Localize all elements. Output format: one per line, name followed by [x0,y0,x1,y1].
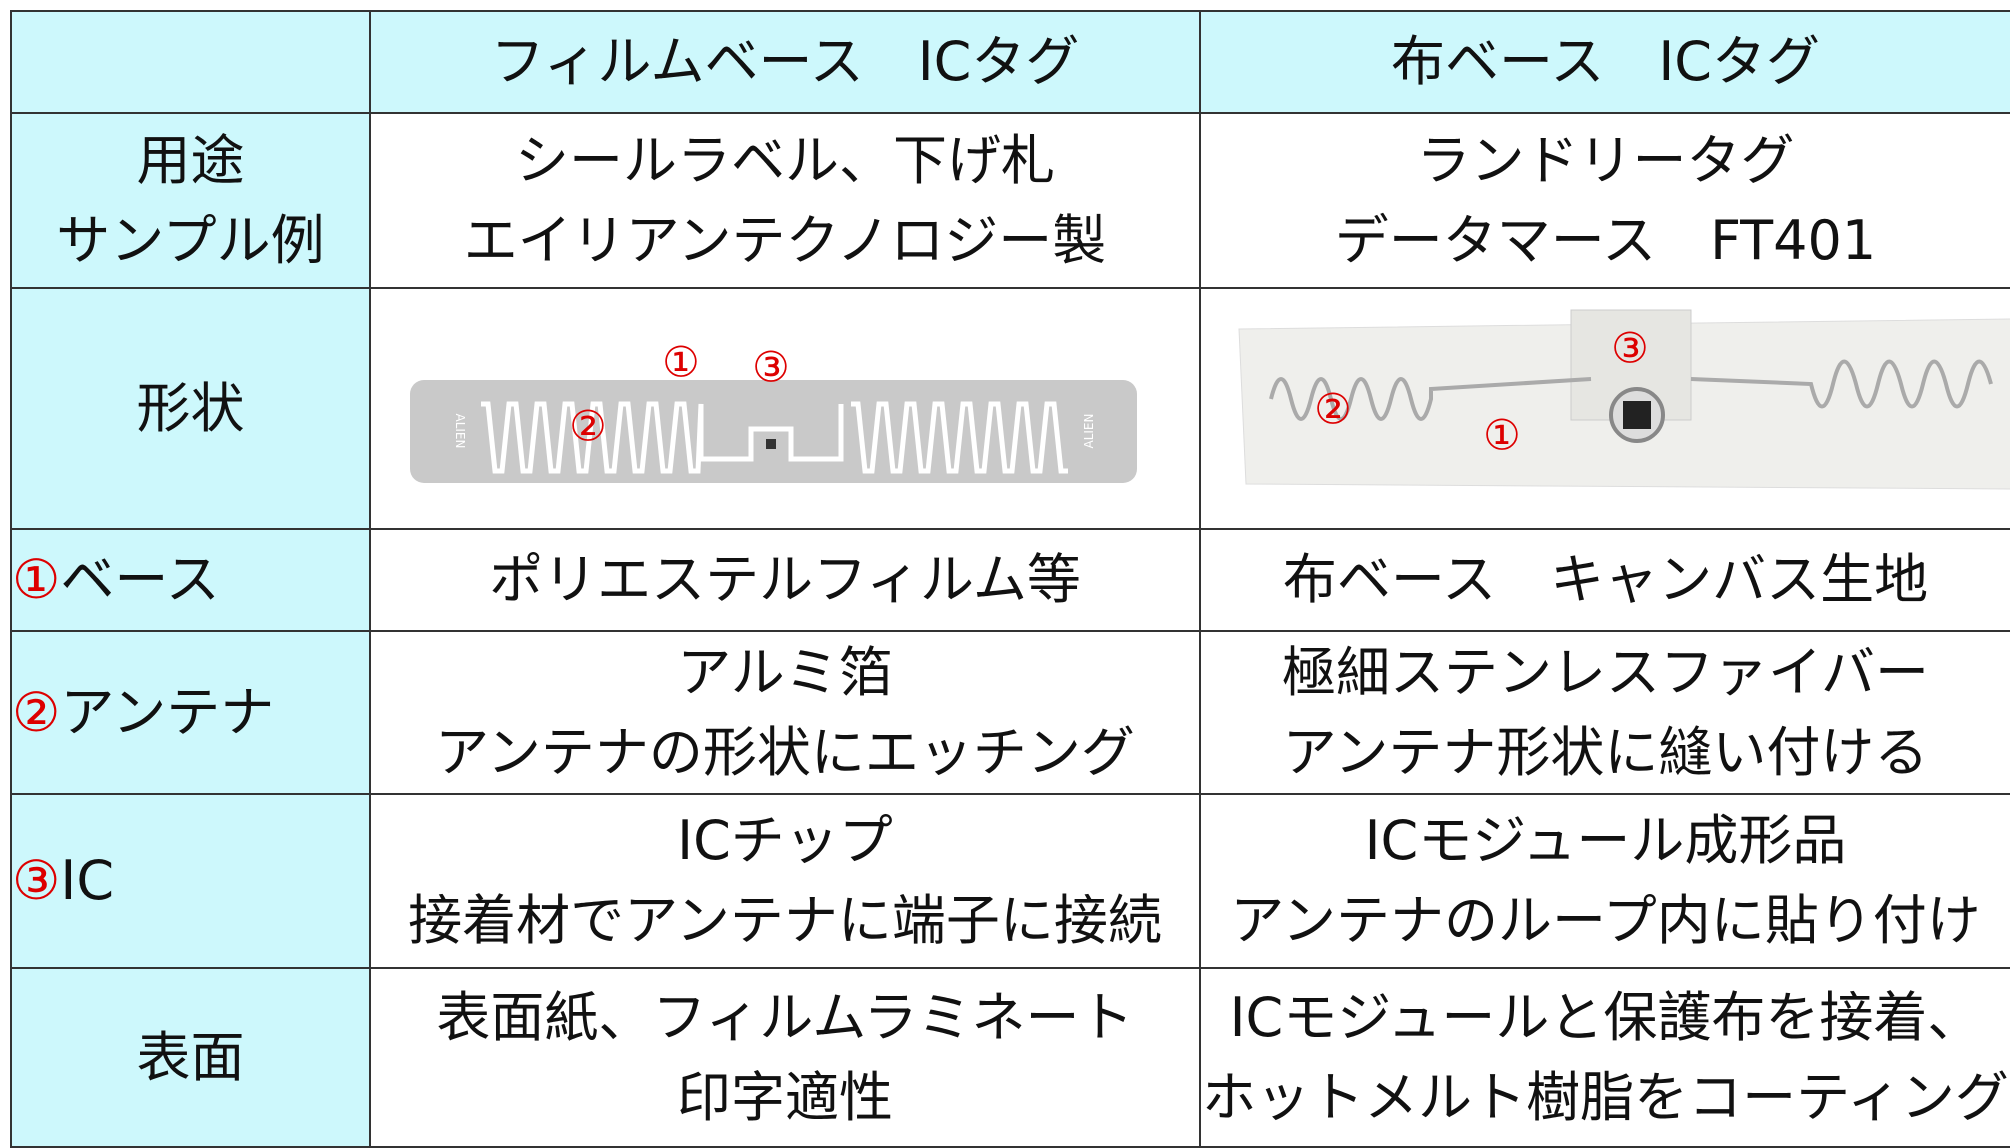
header-cell: 布ベース ICタグ [1199,10,2010,114]
header-row: フィルムベース ICタグ 布ベース ICタグ [10,10,2010,114]
brand-label: ALIEN [1082,414,1096,449]
text-line: 布ベース キャンバス生地 [1282,548,1929,611]
image-cell: ③ ② ① [1199,287,2010,530]
row-label: 表面 [10,967,371,1148]
circled-marker: ② [12,680,61,744]
comparison-table: フィルムベース ICタグ 布ベース ICタグ 用途 サンプル例 シールラベル、下げ札… [10,10,2010,1148]
text-line: アンテナ形状に縫い付ける [1282,720,1929,784]
row-label: ③IC [10,793,371,969]
circled-marker: ③ [12,849,61,912]
table-row: ③IC ICチップ 接着材でアンテナに端子に接続 ICモジュール成形品 アンテナのループ… [10,793,2010,969]
text-line: エイリアンテクノロジー製 [463,208,1107,272]
antenna-thread [1269,359,1993,421]
row-label: ①ベース [10,528,371,632]
row-label: ②アンテナ [10,630,371,795]
cell: 表面紙、フィルムラミネート 印字適性 [369,967,1201,1148]
brand-label: ALIEN [453,414,467,449]
image-cell: ALIEN ALIEN ① ③ ② [369,287,1201,530]
row-label: 形状 [10,287,371,530]
cell: ポリエステルフィルム等 [369,528,1201,632]
label-text: アンテナ [60,680,275,744]
text-line: ICモジュール成形品 [1364,809,1847,872]
cell: ICチップ接着材でアンテナに端子に接続 [369,793,1201,969]
table-row: 用途 サンプル例 シールラベル、下げ札 エイリアンテクノロジー製 ランドリータグ データマ… [10,112,2010,289]
text-line: ホットメルト樹脂をコーティング [1202,1065,2009,1129]
part-label: ③ [752,343,790,392]
text-line: シールラベル、下げ札 [515,128,1055,192]
label-text: IC [60,849,115,912]
table-row: 形状 ALIEN ALIEN ① ③ ② ③ ② ① [10,287,2010,530]
text-line: アンテナの形状にエッチング [435,720,1135,784]
text-line: 用途 [136,128,245,192]
table-body: フィルムベース ICタグ 布ベース ICタグ 用途 サンプル例 シールラベル、下げ札… [10,10,2010,1148]
ic-chip [766,439,776,449]
text-line: 形状 [136,376,245,440]
cell: 極細ステンレスファイバー アンテナ形状に縫い付ける [1199,630,2010,795]
antenna [481,401,1068,474]
text-line: ポリエステルフィルム等 [489,548,1081,611]
cell: ランドリータグデータマース FT401 [1199,112,2010,289]
part-label: ② [569,402,607,451]
text-line: ICチップ [677,809,893,872]
part-label: ① [1483,411,1521,460]
cell: ICモジュール成形品アンテナのループ内に貼り付け [1199,793,2010,969]
table-row: 表面 表面紙、フィルムラミネート 印字適性 ICモジュールと保護布を接着、 ホットメルト… [10,967,2010,1148]
text-line: アンテナのループ内に貼り付け [1230,889,1981,952]
part-label: ② [1314,385,1352,434]
text-line: 表面紙、フィルムラミネート [436,985,1134,1049]
part-label: ③ [1611,324,1649,373]
text-line: サンプル例 [56,208,325,272]
cell: シールラベル、下げ札 エイリアンテクノロジー製 [369,112,1201,289]
table-row: ①ベース ポリエステルフィルム等 布ベース キャンバス生地 [10,528,2010,632]
tag-image: ALIEN ALIEN ① ③ ② [410,338,1137,483]
text-line: 表面 [136,1025,245,1089]
text-line: ランドリータグ [1416,128,1795,192]
corner-cell [10,10,371,114]
header-cell: フィルムベース ICタグ [369,10,1201,114]
label-text: ベース [60,548,220,611]
text-line: データマース FT401 [1334,208,1877,272]
cell: ICモジュールと保護布を接着、 ホットメルト樹脂をコーティング [1199,967,2010,1148]
text-line: 印字適性 [677,1065,893,1129]
circled-marker: ① [12,548,61,611]
text-line: 接着材でアンテナに端子に接続 [408,889,1162,952]
cell: 布ベース キャンバス生地 [1199,528,2010,632]
text-line: 極細ステンレスファイバー [1282,640,1929,704]
table-row: ②アンテナ アルミ箔 アンテナの形状にエッチング 極細ステンレスファイバー アンテナ形状… [10,630,2010,795]
ic-chip [1623,401,1651,429]
text-line: アルミ箔 [677,640,893,704]
part-label: ① [662,338,700,387]
cell: アルミ箔アンテナの形状にエッチング [369,630,1201,795]
text-line: ICモジュールと保護布を接着、 [1229,985,1982,1049]
row-label: 用途 サンプル例 [10,112,371,289]
tag-image: ③ ② ① [1238,309,2009,490]
